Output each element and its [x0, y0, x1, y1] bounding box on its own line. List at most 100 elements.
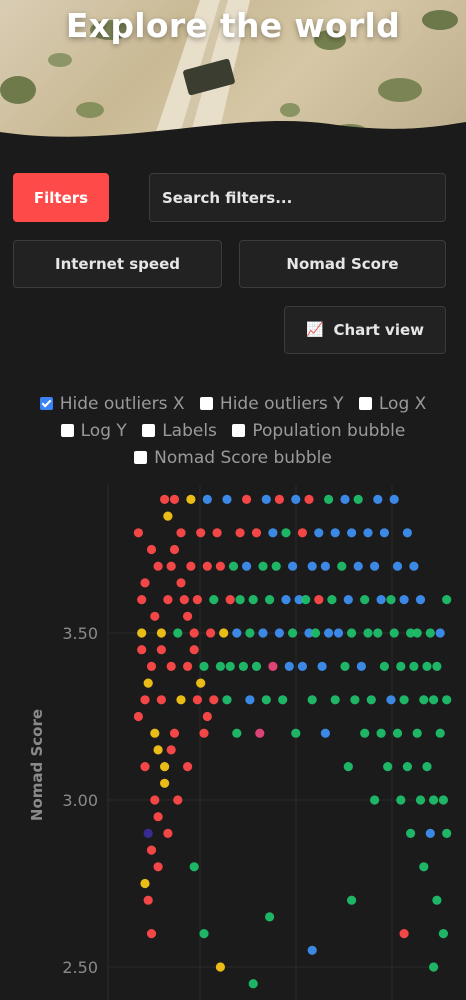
option-log-x[interactable]: Log X	[358, 391, 426, 418]
data-point[interactable]	[370, 561, 380, 571]
data-point[interactable]	[429, 795, 439, 805]
data-point[interactable]	[183, 762, 193, 772]
data-point[interactable]	[406, 828, 416, 838]
data-point[interactable]	[133, 528, 143, 538]
data-point[interactable]	[173, 628, 183, 638]
data-point[interactable]	[399, 595, 409, 605]
data-point[interactable]	[265, 595, 275, 605]
data-point[interactable]	[261, 494, 271, 504]
data-point[interactable]	[160, 762, 170, 772]
data-point[interactable]	[337, 561, 347, 571]
data-point[interactable]	[189, 645, 199, 655]
data-point[interactable]	[176, 695, 186, 705]
data-point[interactable]	[163, 828, 173, 838]
data-point[interactable]	[406, 628, 416, 638]
data-point[interactable]	[415, 795, 426, 805]
data-point[interactable]	[274, 494, 284, 504]
search-filters-input[interactable]: Search filters...	[149, 173, 446, 222]
data-point[interactable]	[271, 561, 281, 571]
data-point[interactable]	[422, 661, 432, 671]
data-point[interactable]	[202, 494, 212, 504]
data-point[interactable]	[153, 745, 163, 755]
data-point[interactable]	[297, 661, 307, 671]
data-point[interactable]	[140, 878, 150, 889]
data-point[interactable]	[150, 728, 160, 738]
data-point[interactable]	[274, 628, 284, 638]
data-point[interactable]	[166, 561, 176, 571]
data-point[interactable]	[389, 628, 399, 638]
data-point[interactable]	[347, 528, 357, 538]
data-point[interactable]	[133, 711, 143, 722]
data-point[interactable]	[176, 528, 186, 538]
data-point[interactable]	[304, 628, 314, 638]
data-point[interactable]	[317, 661, 327, 671]
checkbox-icon[interactable]	[232, 424, 246, 437]
data-point[interactable]	[324, 628, 334, 638]
data-point[interactable]	[297, 528, 307, 538]
data-point[interactable]	[412, 728, 422, 738]
data-point[interactable]	[248, 979, 258, 989]
data-point[interactable]	[419, 862, 429, 872]
data-point[interactable]	[143, 895, 153, 905]
data-point[interactable]	[438, 929, 448, 939]
option-nomad-score-bubble[interactable]: Nomad Score bubble	[134, 445, 332, 472]
data-point[interactable]	[196, 528, 206, 538]
data-point[interactable]	[245, 695, 255, 705]
checkbox-icon[interactable]	[199, 397, 213, 410]
data-point[interactable]	[343, 595, 353, 605]
data-point[interactable]	[425, 828, 435, 838]
filters-button[interactable]: Filters	[13, 173, 109, 222]
option-labels[interactable]: Labels	[142, 418, 217, 445]
data-point[interactable]	[383, 762, 393, 772]
data-point[interactable]	[206, 628, 216, 638]
x-axis-select[interactable]: Internet speed	[13, 240, 222, 288]
data-point[interactable]	[199, 661, 209, 671]
data-point[interactable]	[320, 728, 330, 738]
data-point[interactable]	[442, 595, 452, 605]
data-point[interactable]	[442, 828, 452, 838]
data-point[interactable]	[373, 494, 383, 504]
data-point[interactable]	[199, 929, 209, 939]
data-point[interactable]	[320, 561, 330, 571]
data-point[interactable]	[379, 661, 389, 671]
data-point[interactable]	[314, 528, 324, 538]
data-point[interactable]	[150, 795, 160, 805]
data-point[interactable]	[307, 695, 317, 705]
data-point[interactable]	[156, 645, 166, 655]
checkbox-icon[interactable]	[134, 451, 148, 464]
data-point[interactable]	[242, 561, 252, 571]
data-point[interactable]	[146, 845, 157, 855]
data-point[interactable]	[373, 628, 383, 638]
data-point[interactable]	[137, 645, 147, 655]
data-point[interactable]	[137, 595, 147, 605]
data-point[interactable]	[402, 528, 412, 538]
data-point[interactable]	[412, 628, 422, 638]
chart-view-button[interactable]: 📈 Chart view	[284, 306, 446, 354]
data-point[interactable]	[327, 595, 337, 605]
data-point[interactable]	[402, 762, 412, 772]
data-point[interactable]	[156, 695, 166, 705]
data-point[interactable]	[173, 795, 183, 805]
data-point[interactable]	[353, 561, 363, 571]
y-axis-select[interactable]: Nomad Score	[239, 240, 446, 288]
data-point[interactable]	[140, 695, 150, 705]
data-point[interactable]	[215, 561, 225, 571]
data-point[interactable]	[156, 628, 166, 638]
option-hide-outliers-y[interactable]: Hide outliers Y	[199, 391, 343, 418]
data-point[interactable]	[363, 528, 373, 538]
data-point[interactable]	[258, 628, 268, 638]
option-hide-outliers-x[interactable]: Hide outliers X	[39, 391, 185, 418]
data-point[interactable]	[278, 695, 288, 705]
data-point[interactable]	[415, 595, 426, 605]
data-point[interactable]	[432, 661, 442, 671]
data-point[interactable]	[235, 595, 245, 605]
data-point[interactable]	[219, 628, 229, 638]
data-point[interactable]	[146, 544, 157, 555]
data-point[interactable]	[392, 561, 403, 571]
data-point[interactable]	[435, 628, 445, 638]
data-point[interactable]	[143, 678, 153, 688]
data-point[interactable]	[183, 611, 193, 621]
data-point[interactable]	[438, 795, 448, 805]
data-point[interactable]	[251, 528, 262, 538]
checkbox-icon[interactable]	[142, 424, 156, 437]
